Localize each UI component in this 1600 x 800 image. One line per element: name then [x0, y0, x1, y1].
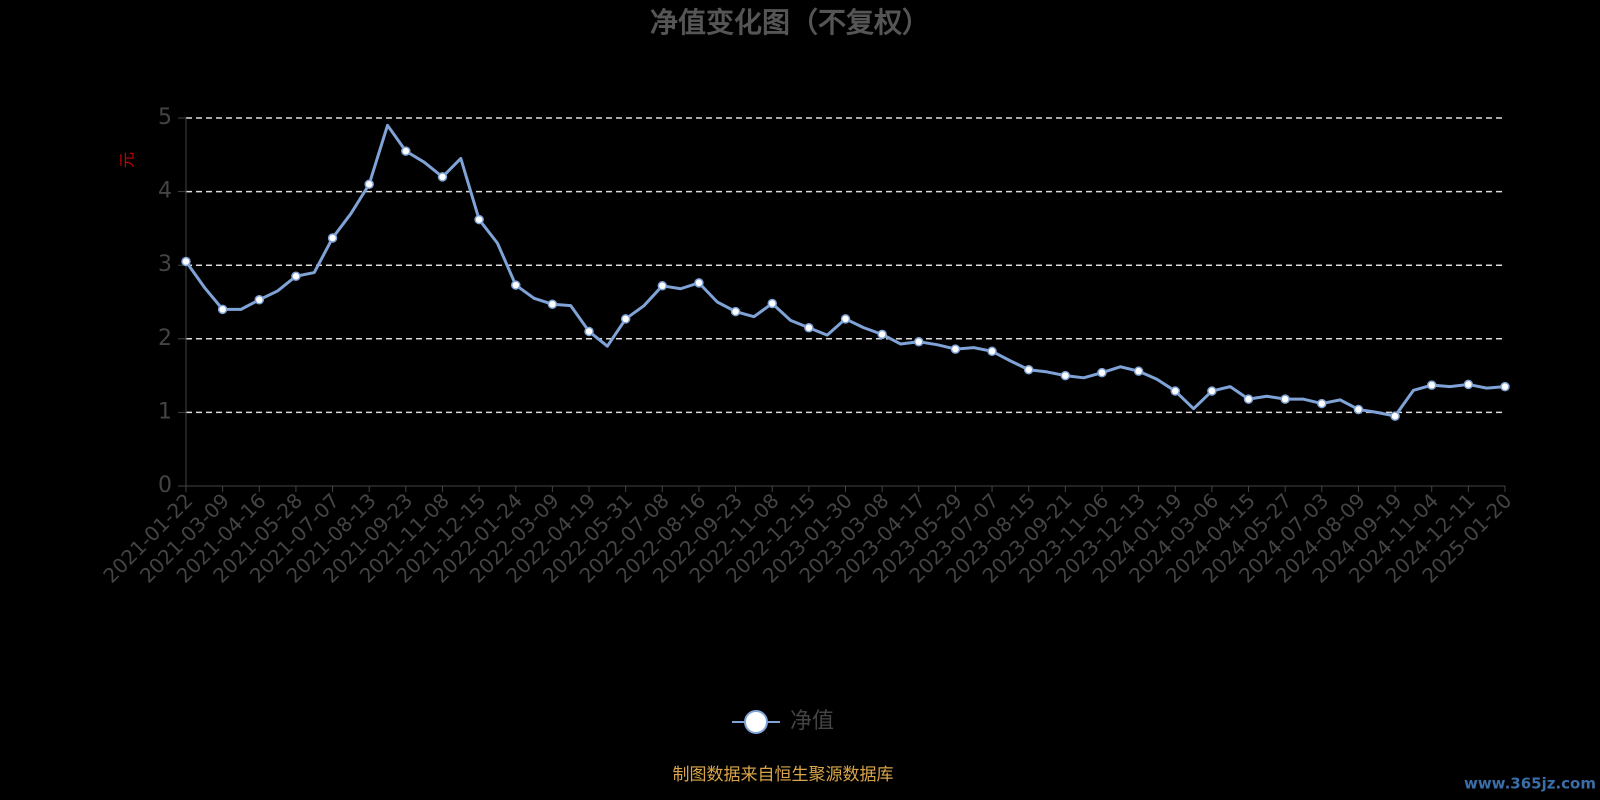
point-marker: [1390, 411, 1400, 421]
point-marker: [1317, 398, 1327, 409]
point-marker: [1097, 367, 1107, 378]
point-marker: [730, 306, 741, 317]
point-marker: [474, 214, 484, 225]
y-axis-label: 元: [118, 152, 137, 168]
point-marker: [1353, 404, 1364, 415]
point-marker: [1500, 381, 1510, 392]
point-marker: [401, 146, 411, 156]
point-marker: [914, 336, 924, 347]
point-marker: [1060, 370, 1071, 381]
legend-marker: [744, 710, 768, 734]
point-marker: [327, 233, 338, 243]
point-marker: [364, 179, 374, 189]
y-tick-label: 5: [158, 105, 172, 130]
source-note: 制图数据来自恒生聚源数据库: [673, 765, 894, 785]
point-marker: [840, 314, 851, 324]
point-marker: [1133, 366, 1144, 376]
point-marker: [217, 304, 228, 315]
point-marker: [1170, 386, 1180, 396]
point-marker: [1207, 386, 1217, 396]
watermark: www.365jz.com: [1464, 775, 1596, 793]
point-marker: [694, 278, 704, 288]
y-tick-label: 4: [158, 179, 172, 204]
point-marker: [291, 271, 301, 281]
point-marker: [437, 172, 448, 182]
point-marker: [620, 314, 631, 324]
line: [184, 123, 1506, 418]
legend-label: 净值: [790, 709, 834, 734]
point-marker: [987, 346, 997, 357]
point-marker: [804, 323, 814, 333]
y-tick-label: 0: [158, 473, 172, 498]
point-marker: [767, 298, 777, 309]
point-marker: [181, 256, 191, 267]
point-marker: [877, 329, 887, 340]
point-marker: [584, 326, 594, 337]
chart-title: 净值变化图（不复权）: [650, 6, 930, 39]
point-marker: [1463, 379, 1474, 390]
point-marker: [1280, 394, 1290, 404]
y-tick-label: 1: [158, 399, 172, 424]
point-marker: [1426, 380, 1437, 390]
y-tick-label: 3: [158, 252, 172, 277]
y-tick-label: 2: [158, 326, 172, 351]
point-marker: [657, 281, 668, 291]
point-marker: [547, 299, 558, 309]
point-marker: [511, 280, 521, 290]
point-marker: [1243, 394, 1254, 404]
point-marker: [254, 295, 265, 305]
point-marker: [1023, 364, 1034, 375]
point-marker: [950, 344, 961, 354]
